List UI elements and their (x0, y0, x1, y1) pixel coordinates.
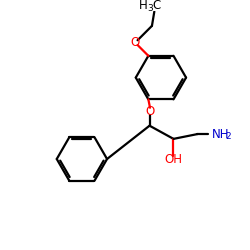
Text: OH: OH (164, 153, 182, 166)
Text: O: O (130, 36, 140, 49)
Text: 3: 3 (148, 4, 153, 13)
Text: C: C (152, 0, 160, 12)
Text: H: H (139, 0, 148, 12)
Text: NH: NH (212, 128, 229, 140)
Text: O: O (145, 105, 154, 118)
Text: 2: 2 (225, 132, 230, 141)
